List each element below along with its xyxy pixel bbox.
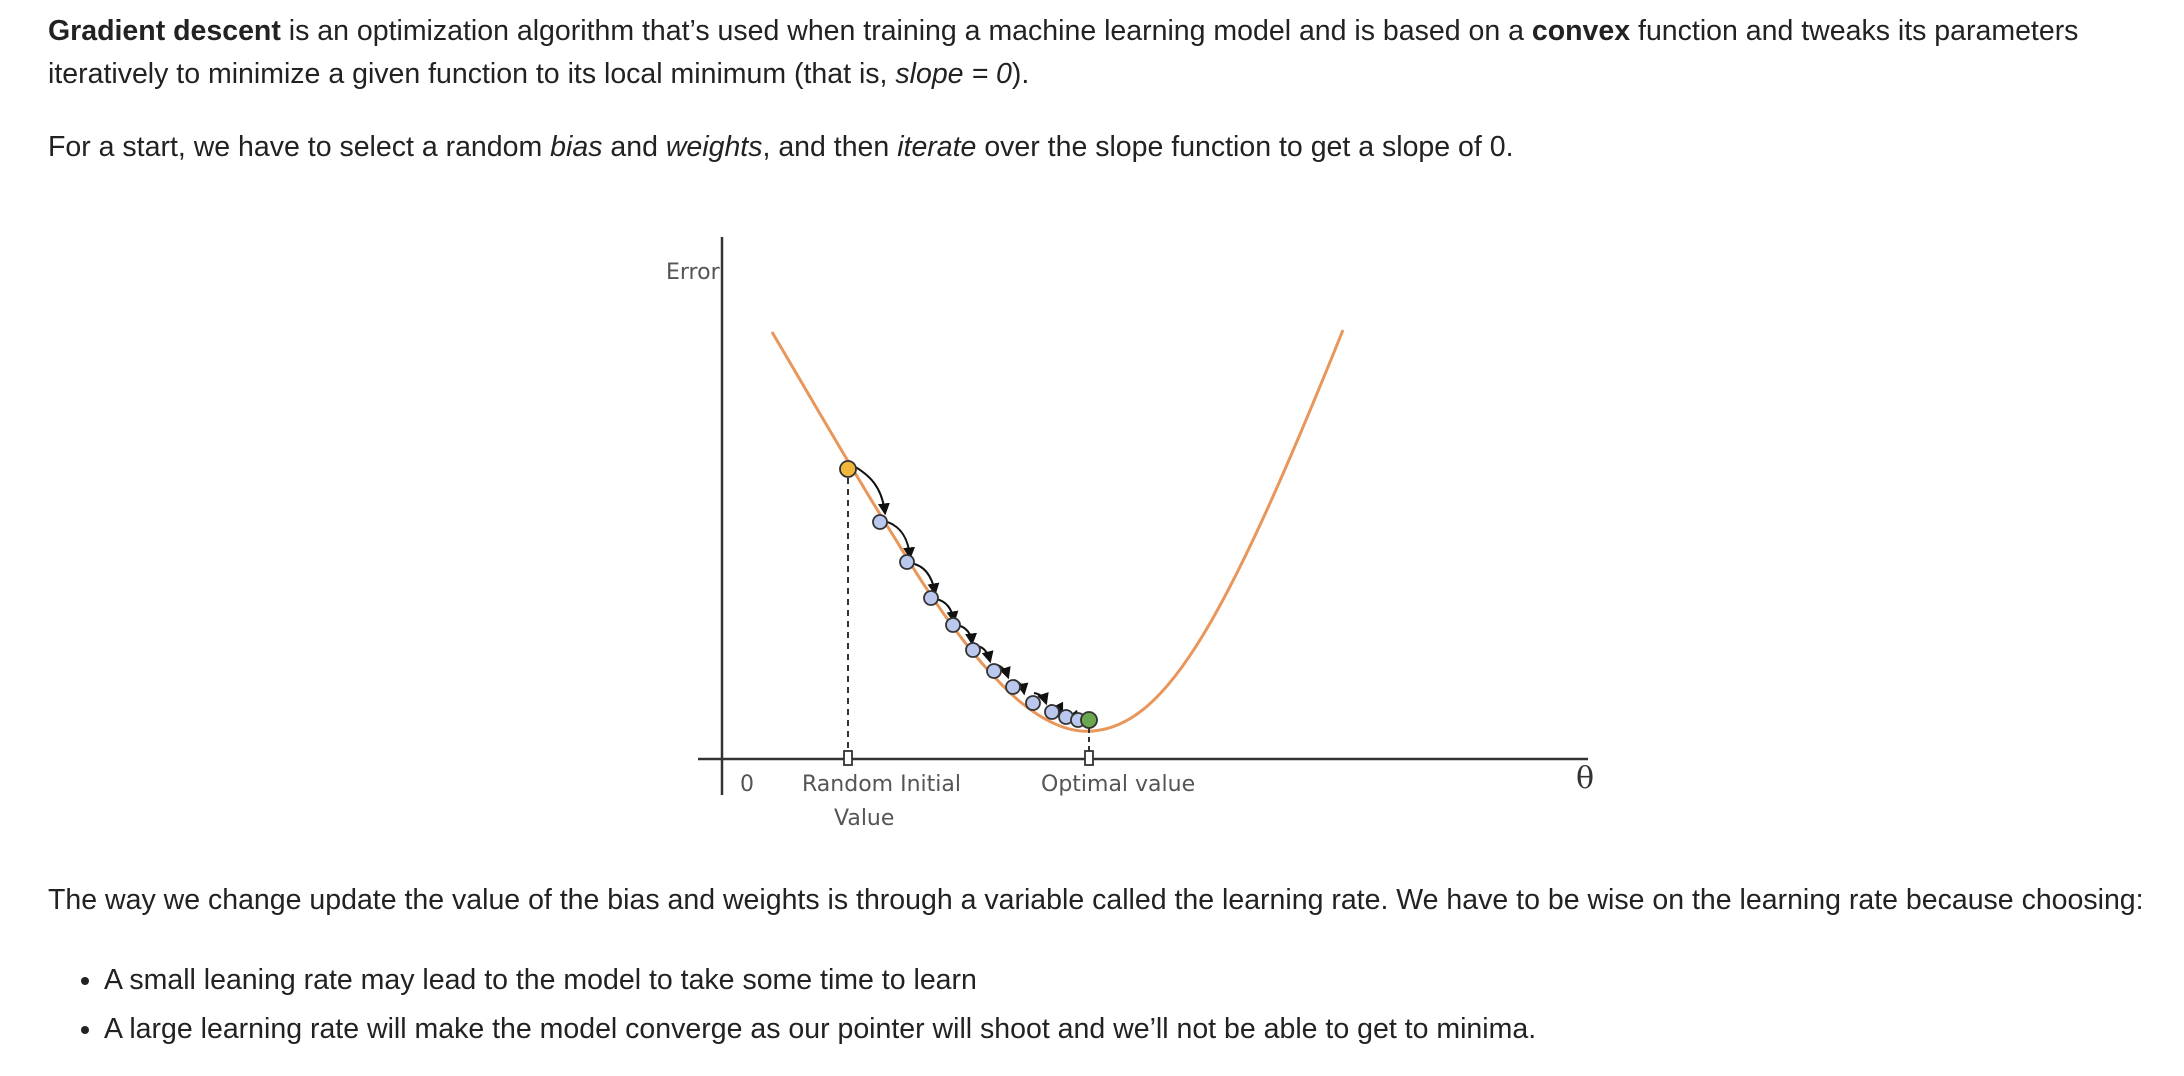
origin-label: 0 — [740, 772, 754, 797]
start-text-4: over the slope function to get a slope o… — [976, 131, 1514, 163]
term-gradient-descent: Gradient descent — [48, 15, 281, 47]
intro-text-1: is an optimization algorithm that’s used… — [280, 15, 1532, 47]
initial-value-label-line2: Value — [834, 806, 894, 831]
descent-step-arrows — [851, 464, 1089, 727]
start-text-2: and — [602, 131, 666, 163]
learning-rate-paragraph: The way we change update the value of th… — [48, 884, 2144, 916]
error-curve — [770, 329, 1345, 733]
term-convex: convex — [1531, 15, 1631, 47]
optimal-value-tick — [1084, 750, 1094, 766]
descent-step-points — [872, 514, 1086, 728]
gradient-descent-figure: Error 0 Random Initial Value Optimal val… — [648, 225, 1608, 845]
term-iterate: iterate — [897, 131, 977, 163]
initial-value-label-line1: Random Initial — [802, 772, 961, 797]
x-axis-label: θ — [1576, 761, 1594, 796]
list-item: A large learning rate will make the mode… — [104, 1005, 1536, 1054]
term-weights: weights — [665, 131, 763, 163]
intro-paragraph: Gradient descent is an optimization algo… — [48, 10, 2148, 96]
intro-text-2: function and tweaks its parameters itera… — [48, 15, 2079, 90]
slope-expression: slope = 0 — [895, 58, 1012, 90]
term-bias: bias — [550, 131, 603, 163]
gradient-descent-diagram: Error 0 Random Initial Value Optimal val… — [666, 237, 1594, 831]
random-initial-point — [839, 460, 857, 478]
y-axis-label: Error — [666, 260, 721, 285]
list-item: A small leaning rate may lead to the mod… — [104, 956, 1536, 1005]
start-paragraph: For a start, we have to select a random … — [48, 126, 2148, 169]
intro-text-3: ). — [1011, 58, 1030, 90]
optimal-value-label: Optimal value — [1041, 772, 1195, 797]
start-text-1: For a start, we have to select a random — [48, 131, 551, 163]
optimal-point — [1080, 711, 1098, 729]
start-text-3: , and then — [762, 131, 898, 163]
learning-rate-list: A small leaning rate may lead to the mod… — [48, 956, 1536, 1054]
initial-value-tick — [843, 750, 853, 766]
